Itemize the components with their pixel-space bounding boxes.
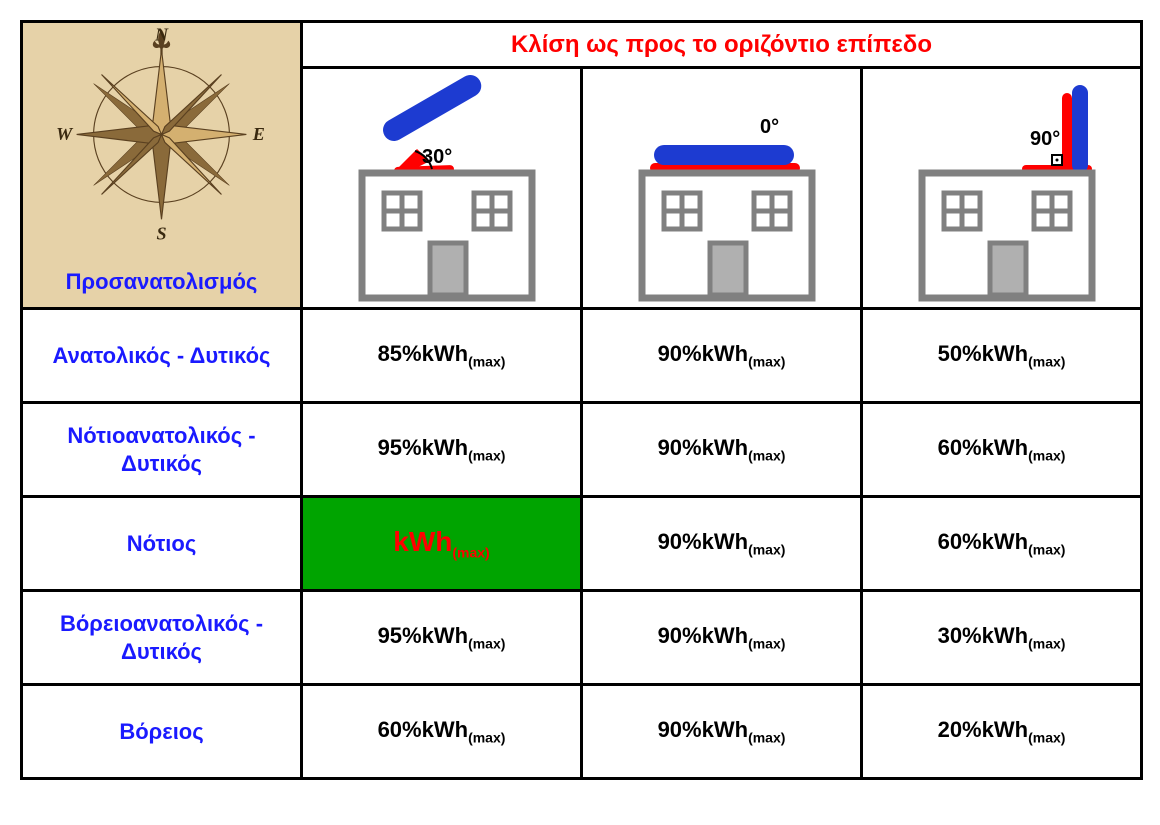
sub-label: (max) bbox=[748, 448, 785, 464]
main-table: N S W E Προσανατολισμός Κλίση ως προς το… bbox=[20, 20, 1143, 780]
unit-label: kWh bbox=[702, 623, 748, 648]
row-label: Βόρειος bbox=[22, 685, 302, 779]
data-cell: 95%kWh(max) bbox=[302, 403, 582, 497]
table-row: Νότιοανατολικός - Δυτικός95%kWh(max)90%k… bbox=[22, 403, 1142, 497]
data-cell: 85%kWh(max) bbox=[302, 309, 582, 403]
data-cell: 30%kWh(max) bbox=[862, 591, 1142, 685]
sub-label: (max) bbox=[1028, 636, 1065, 652]
data-cell: 90%kWh(max) bbox=[582, 685, 862, 779]
data-cell: 60%kWh(max) bbox=[302, 685, 582, 779]
sub-label: (max) bbox=[1028, 730, 1065, 746]
sub-label: (max) bbox=[748, 542, 785, 558]
house-90-icon: 90° bbox=[872, 73, 1132, 303]
pct-value: 20% bbox=[938, 717, 982, 742]
house-30-icon: 30° bbox=[312, 73, 572, 303]
data-cell: 90%kWh(max) bbox=[582, 591, 862, 685]
data-cell: 60%kWh(max) bbox=[862, 403, 1142, 497]
svg-text:30°: 30° bbox=[422, 146, 452, 168]
svg-text:90°: 90° bbox=[1030, 128, 1060, 150]
unit-label: kWh bbox=[422, 341, 468, 366]
sub-label: (max) bbox=[468, 448, 505, 464]
row-label: Βόρειοανατολικός - Δυτικός bbox=[22, 591, 302, 685]
sub-label: (max) bbox=[468, 730, 505, 746]
table-row: Βόρειοανατολικός - Δυτικός95%kWh(max)90%… bbox=[22, 591, 1142, 685]
pct-value: 95% bbox=[378, 435, 422, 460]
diagram-30deg: 30° bbox=[302, 68, 582, 309]
unit-label: kWh bbox=[702, 529, 748, 554]
sub-label: (max) bbox=[1028, 448, 1065, 464]
pct-value: 90% bbox=[658, 341, 702, 366]
diagram-90deg: 90° bbox=[862, 68, 1142, 309]
unit-label: kWh bbox=[982, 341, 1028, 366]
row-label: Νότιος bbox=[22, 497, 302, 591]
svg-text:W: W bbox=[56, 124, 74, 144]
pct-value: 90% bbox=[658, 623, 702, 648]
data-cell: 50%kWh(max) bbox=[862, 309, 1142, 403]
sub-label: (max) bbox=[452, 545, 489, 561]
data-cell: 60%kWh(max) bbox=[862, 497, 1142, 591]
pct-value: 90% bbox=[658, 717, 702, 742]
pct-value: 90% bbox=[658, 435, 702, 460]
solar-orientation-table: N S W E Προσανατολισμός Κλίση ως προς το… bbox=[20, 20, 1140, 780]
unit-label: kWh bbox=[393, 526, 452, 557]
unit-label: kWh bbox=[982, 529, 1028, 554]
data-cell: kWh(max) bbox=[302, 497, 582, 591]
data-cell: 95%kWh(max) bbox=[302, 591, 582, 685]
title-row: N S W E Προσανατολισμός Κλίση ως προς το… bbox=[22, 22, 1142, 68]
unit-label: kWh bbox=[982, 717, 1028, 742]
data-cell: 90%kWh(max) bbox=[582, 497, 862, 591]
pct-value: 85% bbox=[378, 341, 422, 366]
pct-value: 60% bbox=[378, 717, 422, 742]
tilt-title: Κλίση ως προς το οριζόντιο επίπεδο bbox=[302, 22, 1142, 68]
data-cell: 90%kWh(max) bbox=[582, 309, 862, 403]
pct-value: 60% bbox=[938, 435, 982, 460]
row-label: Νότιοανατολικός - Δυτικός bbox=[22, 403, 302, 497]
sub-label: (max) bbox=[748, 730, 785, 746]
sub-label: (max) bbox=[748, 354, 785, 370]
unit-label: kWh bbox=[702, 435, 748, 460]
pct-value: 95% bbox=[378, 623, 422, 648]
table-row: ΝότιοςkWh(max)90%kWh(max)60%kWh(max) bbox=[22, 497, 1142, 591]
svg-text:S: S bbox=[156, 224, 166, 244]
sub-label: (max) bbox=[1028, 354, 1065, 370]
sub-label: (max) bbox=[1028, 542, 1065, 558]
data-cell: 90%kWh(max) bbox=[582, 403, 862, 497]
diagram-0deg: 0° bbox=[582, 68, 862, 309]
unit-label: kWh bbox=[702, 717, 748, 742]
pct-value: 90% bbox=[658, 529, 702, 554]
sub-label: (max) bbox=[468, 636, 505, 652]
data-cell: 20%kWh(max) bbox=[862, 685, 1142, 779]
sub-label: (max) bbox=[748, 636, 785, 652]
compass-icon: N S W E bbox=[27, 27, 296, 253]
pct-value: 50% bbox=[938, 341, 982, 366]
unit-label: kWh bbox=[982, 435, 1028, 460]
compass-cell: N S W E Προσανατολισμός bbox=[22, 22, 302, 309]
svg-text:0°: 0° bbox=[760, 116, 779, 138]
sub-label: (max) bbox=[468, 354, 505, 370]
table-row: Βόρειος60%kWh(max)90%kWh(max)20%kWh(max) bbox=[22, 685, 1142, 779]
unit-label: kWh bbox=[982, 623, 1028, 648]
svg-text:N: N bbox=[154, 27, 169, 45]
unit-label: kWh bbox=[422, 435, 468, 460]
svg-text:E: E bbox=[252, 124, 265, 144]
unit-label: kWh bbox=[702, 341, 748, 366]
house-0-icon: 0° bbox=[592, 73, 852, 303]
row-label: Ανατολικός - Δυτικός bbox=[22, 309, 302, 403]
orientation-header: Προσανατολισμός bbox=[27, 269, 296, 295]
table-row: Ανατολικός - Δυτικός85%kWh(max)90%kWh(ma… bbox=[22, 309, 1142, 403]
unit-label: kWh bbox=[422, 623, 468, 648]
pct-value: 30% bbox=[938, 623, 982, 648]
pct-value: 60% bbox=[938, 529, 982, 554]
unit-label: kWh bbox=[422, 717, 468, 742]
